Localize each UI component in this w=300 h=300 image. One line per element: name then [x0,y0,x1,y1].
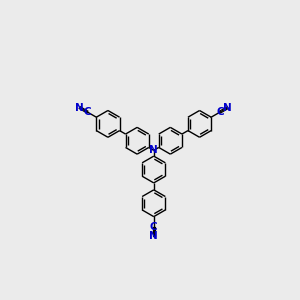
Text: N: N [75,103,84,112]
Text: N: N [149,231,158,241]
Text: N: N [149,145,158,155]
Text: C: C [150,222,158,232]
Text: N: N [224,103,232,112]
Text: C: C [83,107,91,117]
Text: C: C [216,107,224,117]
